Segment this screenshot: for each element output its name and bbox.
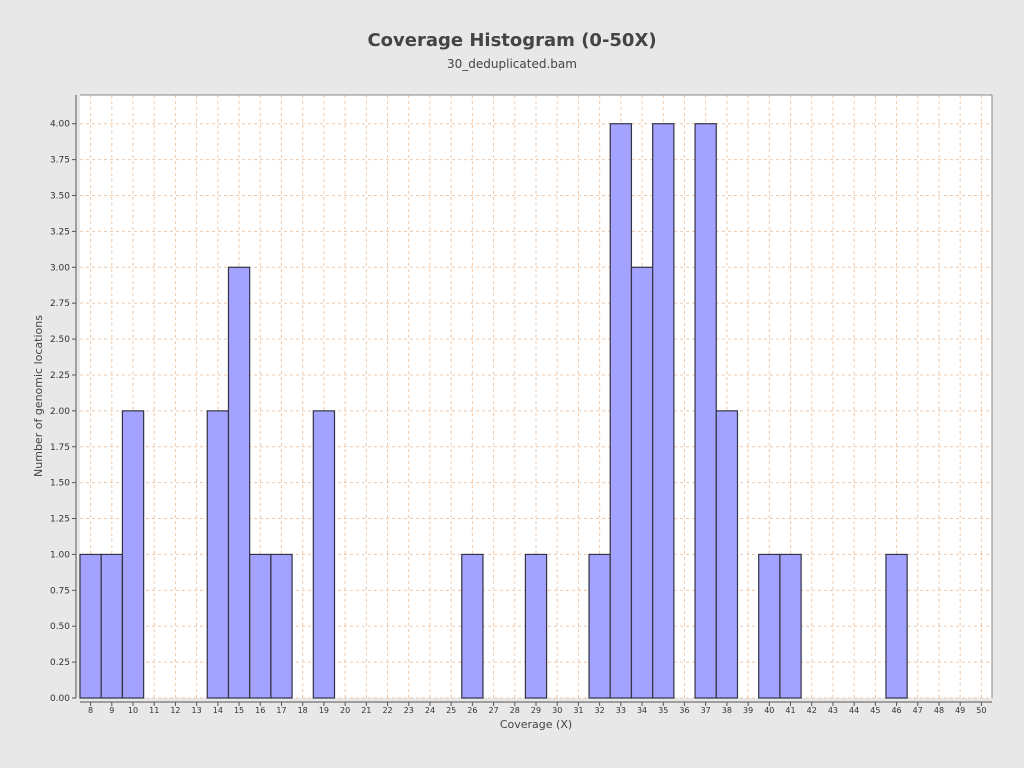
y-tick-label: 1.50	[50, 479, 70, 489]
x-tick-label: 47	[913, 706, 923, 715]
y-tick-label: 4.00	[50, 120, 70, 130]
x-tick-label: 14	[213, 706, 223, 715]
x-tick-label: 42	[807, 706, 817, 715]
x-tick-label: 29	[531, 706, 541, 715]
x-tick-label: 44	[849, 706, 859, 715]
histogram-bar	[249, 553, 272, 699]
y-tick-label: 1.75	[50, 443, 70, 453]
x-tick-label: 22	[382, 706, 392, 715]
y-tick-label: 1.00	[50, 550, 70, 560]
x-tick-label: 33	[616, 706, 626, 715]
histogram-bar	[121, 410, 145, 699]
x-tick-label: 24	[425, 706, 435, 715]
histogram-bar	[758, 553, 781, 699]
y-tick-label: 0.00	[50, 694, 70, 704]
y-tick-label: 3.00	[50, 263, 70, 273]
x-tick-label: 15	[234, 706, 244, 715]
histogram-bar	[79, 553, 102, 699]
histogram-bar	[100, 553, 124, 699]
x-tick-label: 50	[976, 706, 986, 715]
chart-title: Coverage Histogram (0-50X)	[367, 30, 657, 51]
histogram-bar	[206, 410, 230, 699]
x-tick-label: 28	[510, 706, 520, 715]
x-tick-label: 37	[701, 706, 711, 715]
x-tick-label: 10	[128, 706, 138, 715]
x-axis-label: Coverage (X)	[500, 718, 572, 731]
histogram-bar	[630, 266, 654, 699]
x-tick-label: 20	[340, 706, 350, 715]
x-tick-label: 12	[170, 706, 180, 715]
histogram-bar	[270, 553, 293, 699]
x-tick-label: 41	[785, 706, 795, 715]
x-tick-label: 40	[764, 706, 774, 715]
x-tick-label: 25	[446, 706, 456, 715]
x-tick-label: 26	[467, 706, 477, 715]
y-tick-label: 3.50	[50, 192, 70, 202]
y-tick-label: 2.00	[50, 407, 70, 417]
x-tick-label: 35	[658, 706, 668, 715]
x-tick-label: 30	[552, 706, 562, 715]
x-tick-label: 13	[192, 706, 202, 715]
x-tick-label: 9	[109, 706, 114, 715]
x-tick-label: 45	[870, 706, 880, 715]
x-tick-label: 16	[255, 706, 265, 715]
y-tick-label: 0.75	[50, 586, 70, 596]
x-tick-label: 8	[88, 706, 93, 715]
y-tick-label: 2.25	[50, 371, 70, 381]
chart-subtitle: 30_deduplicated.bam	[447, 57, 577, 71]
x-tick-label: 11	[149, 706, 159, 715]
x-tick-label: 17	[276, 706, 286, 715]
y-tick-label: 2.75	[50, 299, 70, 309]
y-tick-label: 1.25	[50, 515, 70, 525]
x-tick-label: 32	[595, 706, 605, 715]
x-tick-label: 21	[361, 706, 371, 715]
y-tick-label: 0.25	[50, 658, 70, 668]
histogram-bar	[694, 123, 717, 699]
y-axis-label: Number of genomic locations	[32, 315, 45, 477]
x-axis-ticks: 8 9 10 11 12 13 14 15 16 17 18 19 20 21 22 23 24 25 26 27 28…	[88, 702, 986, 715]
x-tick-label: 39	[743, 706, 753, 715]
x-tick-label: 49	[955, 706, 965, 715]
x-tick-label: 23	[404, 706, 414, 715]
histogram-bar	[885, 553, 908, 699]
histogram-bar	[524, 553, 548, 699]
y-tick-label: 2.50	[50, 335, 70, 345]
y-axis-ticks: 0.00 0.25 0.50 0.75 1.00 1.25 1.50 1.75 2.00 2.25…	[50, 120, 76, 704]
y-tick-label: 3.25	[50, 227, 70, 237]
x-tick-label: 48	[934, 706, 944, 715]
x-tick-label: 46	[891, 706, 901, 715]
histogram-bar	[609, 123, 633, 699]
x-tick-label: 36	[679, 706, 689, 715]
histogram-bar	[588, 553, 611, 699]
histogram-bar	[227, 266, 251, 699]
x-tick-label: 38	[722, 706, 732, 715]
x-tick-label: 43	[828, 706, 838, 715]
histogram-bar	[652, 123, 675, 699]
x-tick-label: 18	[298, 706, 308, 715]
bars-group	[79, 123, 908, 699]
histogram-bar	[312, 410, 336, 699]
y-tick-label: 0.50	[50, 622, 70, 632]
histogram-bar	[779, 553, 802, 699]
x-tick-label: 19	[319, 706, 329, 715]
histogram-bar	[715, 410, 739, 699]
x-tick-label: 31	[573, 706, 583, 715]
y-tick-label: 3.75	[50, 156, 70, 166]
x-tick-label: 34	[637, 706, 647, 715]
x-tick-label: 27	[488, 706, 498, 715]
histogram-bar	[461, 553, 484, 699]
